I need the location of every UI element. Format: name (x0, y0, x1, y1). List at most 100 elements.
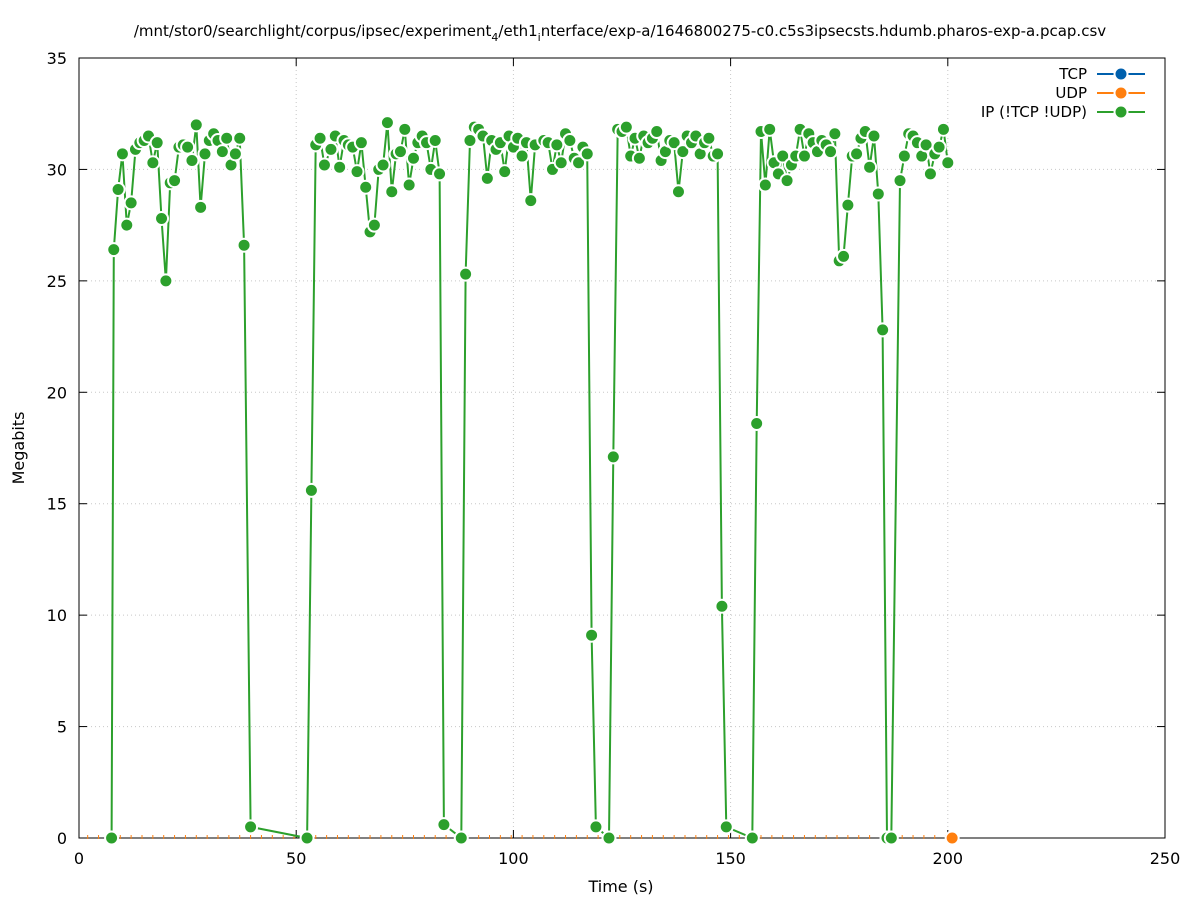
data-point (940, 155, 956, 171)
data-point (303, 482, 319, 498)
data-point (757, 177, 773, 193)
data-point (710, 146, 726, 162)
data-point (514, 148, 530, 164)
y-tick-label: 20 (47, 383, 67, 402)
data-point (184, 153, 200, 169)
data-point (188, 117, 204, 133)
data-point (358, 179, 374, 195)
data-point (549, 137, 565, 153)
data-point (701, 130, 717, 146)
y-tick-label: 10 (47, 606, 67, 625)
y-tick-label: 5 (57, 718, 67, 737)
data-point (458, 266, 474, 282)
x-tick-label: 150 (715, 849, 746, 868)
data-point (145, 155, 161, 171)
y-tick-label: 0 (57, 829, 67, 848)
data-point (405, 150, 421, 166)
data-point (104, 830, 120, 846)
series-layer (104, 115, 960, 846)
data-point (375, 157, 391, 173)
legend-label: IP (!TCP !UDP) (981, 103, 1087, 121)
data-point (353, 135, 369, 151)
grid (79, 58, 1165, 838)
data-point (866, 128, 882, 144)
data-point (883, 830, 899, 846)
data-point (579, 146, 595, 162)
data-point (312, 130, 328, 146)
x-tick-label: 0 (74, 849, 84, 868)
x-tick-label: 200 (933, 849, 964, 868)
plot-border (78, 57, 1166, 839)
data-point (601, 830, 617, 846)
y-tick-label: 35 (47, 49, 67, 68)
data-point (862, 159, 878, 175)
data-point (349, 164, 365, 180)
data-point (193, 199, 209, 215)
data-point (931, 139, 947, 155)
data-point (827, 126, 843, 142)
axes: 0 50 100 150 200 250 0 5 10 15 20 25 30 35 (47, 49, 1181, 868)
data-point (523, 193, 539, 209)
data-point (379, 115, 395, 131)
data-point (214, 144, 230, 160)
x-tick-label: 50 (286, 849, 306, 868)
data-point (332, 159, 348, 175)
data-point (154, 210, 170, 226)
data-point (870, 186, 886, 202)
data-point (823, 144, 839, 160)
series-line (110, 121, 949, 839)
legend-marker (1113, 104, 1129, 120)
data-point (749, 415, 765, 431)
data-point (436, 817, 452, 833)
series-2 (104, 115, 956, 846)
y-tick-label: 25 (47, 272, 67, 291)
data-point (384, 184, 400, 200)
data-point (675, 144, 691, 160)
data-point (106, 242, 122, 258)
y-tick-label: 30 (47, 160, 67, 179)
data-point (836, 248, 852, 264)
data-point (427, 132, 443, 148)
legend-marker (1113, 85, 1129, 101)
data-point (796, 148, 812, 164)
data-point (167, 173, 183, 189)
data-point (944, 830, 960, 846)
x-tick-label: 100 (498, 849, 529, 868)
y-axis-label: Megabits (9, 412, 28, 485)
data-point (316, 157, 332, 173)
data-point (236, 237, 252, 253)
y-tick-label: 15 (47, 495, 67, 514)
data-point (779, 173, 795, 189)
data-point (149, 135, 165, 151)
legend-marker (1113, 66, 1129, 82)
data-point (432, 166, 448, 182)
data-point (649, 124, 665, 140)
data-point (462, 132, 478, 148)
legend-label: TCP (1058, 65, 1087, 83)
x-axis-label: Time (s) (587, 877, 653, 896)
data-point (123, 195, 139, 211)
data-point (366, 217, 382, 233)
data-point (323, 141, 339, 157)
data-point (670, 184, 686, 200)
chart-title: /mnt/stor0/searchlight/corpus/ipsec/expe… (134, 22, 1106, 44)
data-point (744, 830, 760, 846)
data-point (584, 627, 600, 643)
series-1 (944, 830, 960, 846)
data-point (197, 146, 213, 162)
data-point (571, 155, 587, 171)
data-point (840, 197, 856, 213)
data-point (158, 273, 174, 289)
data-point (762, 121, 778, 137)
data-point (631, 150, 647, 166)
x-tick-label: 250 (1150, 849, 1181, 868)
data-point (299, 830, 315, 846)
data-point (453, 830, 469, 846)
data-point (110, 181, 126, 197)
data-point (397, 121, 413, 137)
data-point (243, 819, 259, 835)
data-point (553, 155, 569, 171)
data-point (714, 598, 730, 614)
